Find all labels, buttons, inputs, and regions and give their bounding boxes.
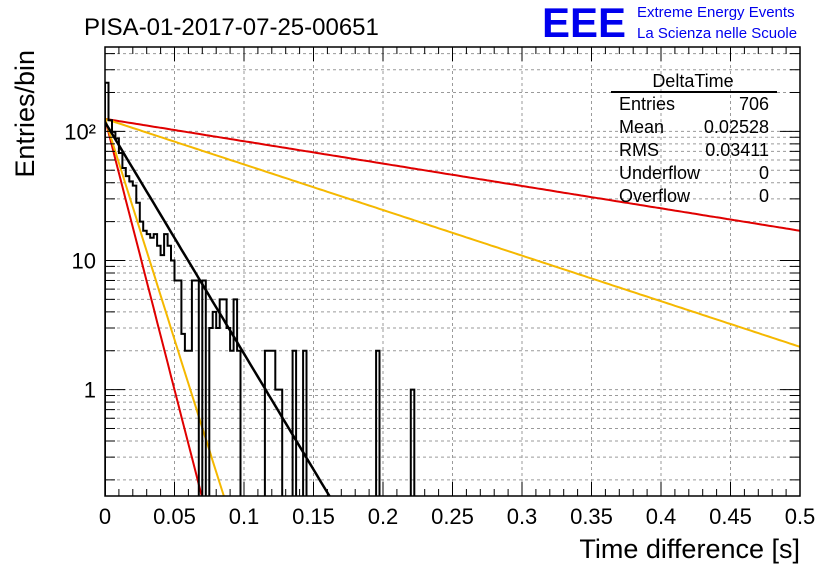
x-tick-label: 0.5 — [785, 504, 816, 529]
stats-value-underflow: 0 — [759, 163, 769, 183]
x-tick-label: 0.2 — [368, 504, 399, 529]
y-tick-labels: 1 10 10² — [64, 119, 96, 402]
y-tick-label: 10² — [64, 119, 96, 144]
y-tick-label: 1 — [84, 378, 96, 403]
x-tick-label: 0 — [99, 504, 111, 529]
stats-label-entries: Entries — [619, 94, 675, 114]
histogram-line — [105, 81, 416, 496]
x-tick-label: 0.25 — [431, 504, 474, 529]
x-tick-label: 0.3 — [507, 504, 538, 529]
stats-value-mean: 0.02528 — [704, 117, 769, 137]
stats-value-overflow: 0 — [759, 186, 769, 206]
y-axis-label: Entries/bin — [10, 50, 40, 178]
logo-mark: EEE — [542, 0, 626, 46]
fit-curve-4 — [105, 118, 225, 496]
fit-curve-2 — [105, 117, 800, 348]
x-tick-label: 0.35 — [570, 504, 613, 529]
stats-label-underflow: Underflow — [619, 163, 701, 183]
logo-line2: La Scienza nelle Scuole — [637, 25, 797, 42]
x-tick-label: 0.1 — [229, 504, 260, 529]
x-tick-label: 0.05 — [153, 504, 196, 529]
x-tick-label: 0.15 — [292, 504, 335, 529]
fit-curve-1 — [105, 117, 800, 232]
fit-curve-3 — [105, 118, 203, 496]
stats-label-rms: RMS — [619, 140, 659, 160]
stats-title: DeltaTime — [652, 71, 733, 91]
logo-line1: Extreme Energy Events — [637, 4, 795, 21]
y-tick-label: 10 — [72, 248, 96, 273]
x-tick-label: 0.45 — [709, 504, 752, 529]
stats-box: DeltaTime Entries 706 Mean 0.02528 RMS 0… — [611, 71, 777, 206]
stats-label-overflow: Overflow — [619, 186, 691, 206]
stats-label-mean: Mean — [619, 117, 664, 137]
x-axis-label: Time difference [s] — [579, 534, 800, 564]
stats-value-entries: 706 — [739, 94, 769, 114]
stats-value-rms: 0.03411 — [705, 140, 769, 160]
eee-logo: EEE Extreme Energy Events La Scienza nel… — [542, 0, 797, 46]
x-tick-labels: 0 0.05 0.1 0.15 0.2 0.25 0.3 0.35 0.4 0.45 0.5 — [99, 504, 815, 529]
axes — [104, 46, 801, 497]
x-tick-label: 0.4 — [646, 504, 677, 529]
chart-title: PISA-01-2017-07-25-00651 — [84, 14, 379, 41]
